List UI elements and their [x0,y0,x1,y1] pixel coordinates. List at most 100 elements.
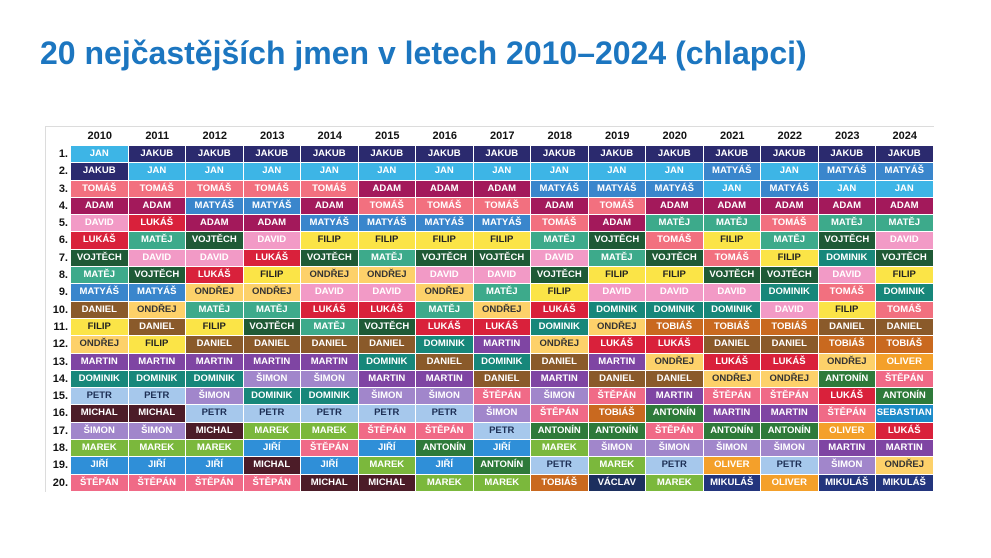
name-cell-2015-rank-15: ŠIMON [358,388,416,406]
name-cell-2020-rank-18: ŠIMON [646,440,704,458]
name-cell-2015-rank-14: MARTIN [358,370,416,389]
name-cell-2020-rank-4: ADAM [646,197,704,216]
rank-label-18: 18. [52,442,68,455]
name-cell-2018-rank-3: MATYÁŠ [531,180,589,198]
name-cell-2014-rank-11: MATĚJ [301,318,359,337]
name-cell-2010-rank-11: FILIP [71,318,129,337]
name-cell-2020-rank-5: MATĚJ [646,215,704,233]
name-cell-2018-rank-11: DOMINIK [531,318,589,337]
name-cell-2011-rank-9: MATYÁŠ [128,284,186,302]
name-cell-2023-rank-19: ŠIMON [818,457,876,475]
table-corner [46,127,71,146]
name-cell-2012-rank-5: ADAM [186,215,244,233]
name-cell-2022-rank-3: MATYÁŠ [761,180,819,198]
name-cell-2020-rank-13: ONDŘEJ [646,353,704,371]
name-cell-2017-rank-9: MATĚJ [473,284,531,302]
name-cell-2011-rank-8: VOJTĚCH [128,267,186,285]
year-header-2015: 2015 [375,130,400,142]
name-cell-2016-rank-13: DANIEL [416,353,474,371]
name-cell-2019-rank-8: FILIP [588,267,646,285]
name-cell-2021-rank-3: JAN [703,180,761,198]
name-cell-2021-rank-5: MATĚJ [703,215,761,233]
name-cell-2013-rank-9: ONDŘEJ [243,284,301,302]
name-cell-2018-rank-15: ŠIMON [531,388,589,406]
name-cell-2018-rank-17: ANTONÍN [531,422,589,441]
year-header-2018: 2018 [547,130,572,142]
name-cell-2024-rank-11: DANIEL [876,318,934,337]
name-cell-2012-rank-6: VOJTĚCH [186,232,244,250]
rank-label-7: 7. [58,251,68,264]
name-cell-2014-rank-5: MATYÁŠ [301,215,359,233]
name-cell-2022-rank-18: ŠIMON [761,440,819,458]
name-cell-2018-rank-6: MATĚJ [531,232,589,250]
name-cell-2017-rank-20: MAREK [473,474,531,492]
name-cell-2012-rank-20: ŠTĚPÁN [186,474,244,492]
name-cell-2011-rank-1: JAKUB [128,146,186,164]
name-cell-2020-rank-17: ŠTĚPÁN [646,422,704,441]
name-cell-2018-rank-8: VOJTĚCH [531,267,589,285]
name-cell-2024-rank-9: DOMINIK [876,284,934,302]
name-cell-2023-rank-15: LUKÁŠ [818,388,876,406]
name-cell-2011-rank-18: MAREK [128,440,186,458]
name-cell-2023-rank-1: JAKUB [818,146,876,164]
name-cell-2021-rank-14: ONDŘEJ [703,370,761,389]
name-cell-2012-rank-19: JIŘÍ [186,457,244,475]
name-cell-2018-rank-20: TOBIÁŠ [531,474,589,492]
year-header-2019: 2019 [605,130,630,142]
name-cell-2013-rank-8: FILIP [243,267,301,285]
name-cell-2017-rank-8: DAVID [473,267,531,285]
name-cell-2020-rank-12: LUKÁŠ [646,336,704,354]
name-cell-2013-rank-5: ADAM [243,215,301,233]
name-cell-2010-rank-17: ŠIMON [71,422,129,441]
name-cell-2019-rank-19: MAREK [588,457,646,475]
name-cell-2017-rank-17: PETR [473,422,531,441]
name-cell-2010-rank-13: MARTIN [71,353,129,371]
name-cell-2011-rank-11: DANIEL [128,318,186,337]
page-title: 20 nejčastějších jmen v letech 2010–2024… [40,35,807,71]
rank-label-1: 1. [58,148,68,160]
name-cell-2022-rank-12: DANIEL [761,336,819,354]
name-cell-2024-rank-18: MARTIN [876,440,934,458]
name-cell-2013-rank-11: VOJTĚCH [243,318,301,337]
name-cell-2015-rank-12: DANIEL [358,336,416,354]
rank-label-14: 14. [52,372,68,385]
name-cell-2014-rank-20: MICHAL [301,474,359,492]
name-cell-2022-rank-19: PETR [761,457,819,475]
name-cell-2021-rank-2: MATYÁŠ [703,163,761,181]
name-cell-2012-rank-17: MICHAL [186,422,244,441]
name-cell-2021-rank-7: TOMÁŠ [703,249,761,268]
name-cell-2010-rank-6: LUKÁŠ [71,232,129,250]
name-cell-2018-rank-19: PETR [531,457,589,475]
name-cell-2015-rank-4: TOMÁŠ [358,197,416,216]
rank-label-8: 8. [58,269,68,282]
name-cell-2020-rank-11: TOBIÁŠ [646,318,704,337]
name-cell-2012-rank-11: FILIP [186,318,244,337]
name-cell-2010-rank-14: DOMINIK [71,370,129,389]
name-cell-2021-rank-11: TOBIÁŠ [703,318,761,337]
name-cell-2016-rank-3: ADAM [416,180,474,198]
name-cell-2024-rank-1: JAKUB [876,146,934,164]
name-cell-2017-rank-15: ŠTĚPÁN [473,388,531,406]
name-cell-2021-rank-6: FILIP [703,232,761,250]
name-cell-2019-rank-14: DANIEL [588,370,646,389]
name-cell-2020-rank-2: JAN [646,163,704,181]
name-cell-2012-rank-8: LUKÁŠ [186,267,244,285]
name-cell-2012-rank-18: MAREK [186,440,244,458]
name-cell-2013-rank-19: MICHAL [243,457,301,475]
name-cell-2016-rank-16: PETR [416,405,474,423]
name-cell-2011-rank-7: DAVID [128,249,186,268]
name-cell-2020-rank-3: MATYÁŠ [646,180,704,198]
name-cell-2012-rank-10: MATĚJ [186,301,244,319]
name-cell-2018-rank-13: DANIEL [531,353,589,371]
name-cell-2022-rank-15: ŠTĚPÁN [761,388,819,406]
name-cell-2015-rank-9: DAVID [358,284,416,302]
name-cell-2022-rank-8: VOJTĚCH [761,267,819,285]
name-cell-2022-rank-20: OLIVER [761,474,819,492]
name-cell-2010-rank-2: JAKUB [71,163,129,181]
name-cell-2023-rank-8: DAVID [818,267,876,285]
name-cell-2011-rank-19: JIŘÍ [128,457,186,475]
name-cell-2011-rank-20: ŠTĚPÁN [128,474,186,492]
name-cell-2017-rank-2: JAN [473,163,531,181]
name-cell-2019-rank-4: TOMÁŠ [588,197,646,216]
name-cell-2023-rank-17: OLIVER [818,422,876,441]
